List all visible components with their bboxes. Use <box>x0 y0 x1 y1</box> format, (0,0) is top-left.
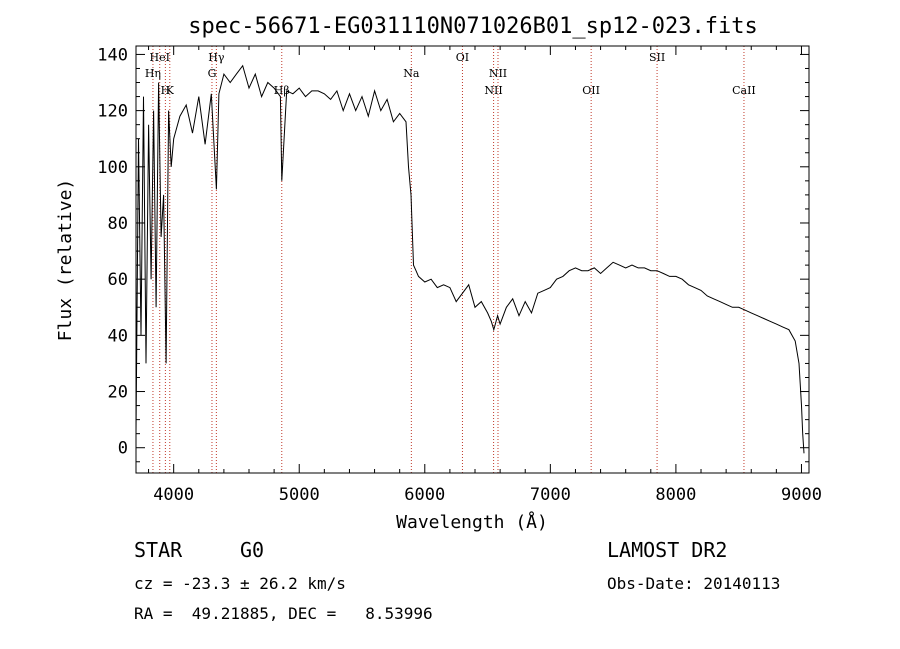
y-tick-label: 0 <box>118 439 128 459</box>
y-axis-label: Flux (relative) <box>55 179 76 342</box>
y-tick-label: 100 <box>97 158 128 178</box>
coordinates: RA = 49.21885, DEC = 8.53996 <box>134 604 433 623</box>
spectral-line-label: SII <box>649 51 665 64</box>
y-tick-label: 120 <box>97 102 128 122</box>
line-labels: Hη HeI HK Hγ G Hβ Na OI NII NII OII SII CaII <box>145 51 756 97</box>
chart-title: spec-56671-EG031110N071026B01_sp12-023.f… <box>188 14 758 39</box>
object-class: STAR <box>134 538 183 562</box>
x-tick-label: 9000 <box>781 485 822 505</box>
x-axis-label: Wavelength (Å) <box>396 511 548 533</box>
spectral-line-label: Hγ <box>208 51 225 64</box>
spectral-line-label: Hη <box>145 67 161 80</box>
line-markers <box>152 46 745 473</box>
y-tick-label: 20 <box>108 383 128 403</box>
spectral-line-label: H <box>161 84 171 97</box>
spectral-line-label: Hβ <box>274 84 290 97</box>
spectral-line-label: OI <box>456 51 469 64</box>
x-tick-label: 4000 <box>153 485 194 505</box>
y-tick-label: 60 <box>108 270 128 290</box>
x-tick-label: 6000 <box>404 485 445 505</box>
spectral-line-label: Na <box>403 67 420 80</box>
x-tick-label: 8000 <box>655 485 696 505</box>
spectral-line-label: CaII <box>732 84 756 97</box>
y-tick-label: 80 <box>108 214 128 234</box>
axis-ticks: 4000 5000 6000 7000 8000 9000 0 20 40 60 80 100 120 1… <box>97 45 822 505</box>
survey-name: LAMOST DR2 <box>607 538 728 562</box>
spectrum-line <box>135 64 805 454</box>
observation-date: Obs-Date: 20140113 <box>607 574 781 593</box>
redshift-velocity: cz = -23.3 ± 26.2 km/s <box>134 574 346 593</box>
spectral-line-label: G <box>208 67 217 80</box>
y-tick-label: 40 <box>108 326 128 346</box>
spectral-line-label: NII <box>484 84 502 97</box>
spectral-line-label: K <box>166 84 175 97</box>
x-tick-label: 7000 <box>530 485 571 505</box>
spectrum-series <box>135 64 805 454</box>
plot-frame <box>135 45 810 474</box>
spectral-line-label: HeI <box>150 51 170 64</box>
x-tick-label: 5000 <box>279 485 320 505</box>
spectral-line-label: NII <box>489 67 507 80</box>
spectral-line-label: OII <box>582 84 600 97</box>
y-tick-label: 140 <box>97 45 128 65</box>
object-subclass: G0 <box>240 538 265 562</box>
